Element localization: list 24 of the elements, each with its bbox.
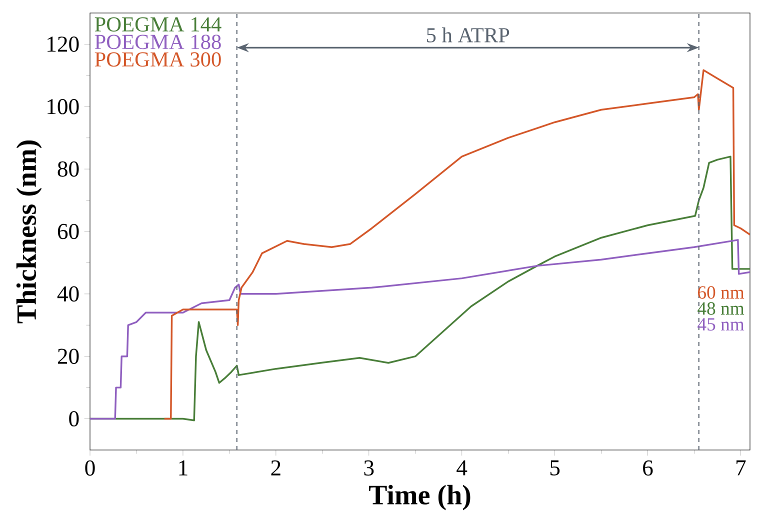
x-tick-label: 0 — [85, 460, 95, 476]
x-tick-label: 4 — [456, 460, 468, 476]
x-tick-label: 1 — [179, 460, 188, 476]
annotation: 5 h ATRP — [427, 27, 510, 42]
x-tick-label: 7 — [736, 460, 746, 476]
y-tick-label: 80 — [58, 161, 79, 177]
annotation: 45 nm — [698, 318, 744, 331]
x-axis-title: Time (h) — [368, 484, 470, 510]
y-tick-label: 20 — [58, 348, 79, 364]
y-tick-label: 40 — [57, 286, 79, 302]
y-tick-label: 0 — [69, 411, 79, 426]
annotation: 60 nm — [698, 286, 744, 299]
text: POEGMA 188 — [94, 34, 221, 50]
annotation: 48 nm — [698, 302, 744, 315]
y-axis-title: Thickness (nm) — [16, 140, 42, 324]
text: POEGMA 144 — [94, 17, 222, 32]
x-tick-label: 5 — [550, 460, 560, 476]
x-tick-label: 2 — [271, 460, 280, 476]
y-tick-label: 120 — [48, 36, 79, 52]
text: POEGMA 300 — [94, 52, 221, 67]
x-tick-label: 3 — [364, 460, 374, 476]
y-tick-label: 60 — [58, 224, 79, 240]
x-tick-label: 6 — [643, 460, 653, 476]
y-tick-label: 100 — [48, 98, 79, 114]
